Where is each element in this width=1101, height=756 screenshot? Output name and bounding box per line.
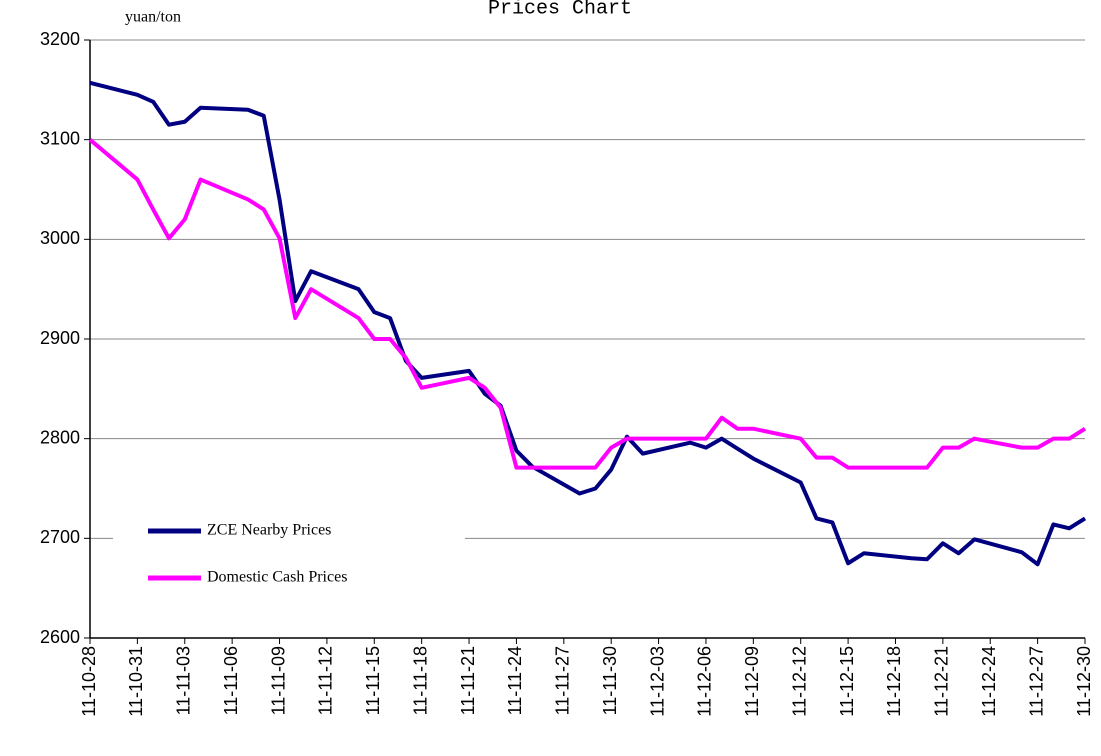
x-tick-label: 11-11-18 — [410, 646, 430, 715]
x-tick-label: 11-11-09 — [268, 646, 288, 715]
x-tick-label: 11-12-03 — [647, 646, 667, 717]
x-tick-label: 11-11-30 — [600, 646, 620, 715]
legend-label: ZCE Nearby Prices — [207, 522, 331, 539]
x-tick-label: 11-12-09 — [742, 646, 762, 717]
x-tick-label: 11-11-12 — [316, 646, 336, 715]
legend-label: Domestic Cash Prices — [207, 569, 347, 586]
x-tick-label: 11-12-30 — [1074, 646, 1094, 717]
y-tick-label: 3000 — [40, 228, 80, 248]
x-tick-label: 11-10-31 — [126, 646, 146, 717]
x-tick-label: 11-11-24 — [505, 646, 525, 715]
chart-title: Prices Chart — [488, 0, 632, 20]
x-tick-label: 11-11-21 — [458, 646, 478, 715]
x-tick-label: 11-12-06 — [695, 646, 715, 717]
y-axis-label: yuan/ton — [125, 9, 181, 26]
y-tick-label: 3200 — [40, 29, 80, 49]
y-tick-label: 2900 — [40, 328, 80, 348]
x-tick-label: 11-12-15 — [837, 646, 857, 717]
legend-box — [113, 510, 465, 600]
series-line — [89, 80, 1087, 567]
x-tick-label: 11-11-27 — [553, 646, 573, 715]
x-tick-label: 11-12-24 — [979, 646, 999, 717]
y-tick-label: 2800 — [40, 427, 80, 447]
x-tick-label: 11-12-12 — [789, 646, 809, 717]
y-tick-label: 2600 — [40, 627, 80, 647]
x-tick-label: 11-12-18 — [884, 646, 904, 717]
series-line — [88, 138, 1087, 470]
x-tick-label: 11-11-06 — [221, 646, 241, 715]
x-tick-label: 11-10-28 — [79, 646, 99, 717]
x-tick-label: 11-12-27 — [1026, 646, 1046, 717]
x-tick-label: 11-11-15 — [363, 646, 383, 715]
y-tick-label: 2700 — [40, 527, 80, 547]
x-tick-label: 11-12-21 — [932, 646, 952, 717]
x-tick-label: 11-11-03 — [174, 646, 194, 715]
y-tick-label: 3100 — [40, 128, 80, 148]
